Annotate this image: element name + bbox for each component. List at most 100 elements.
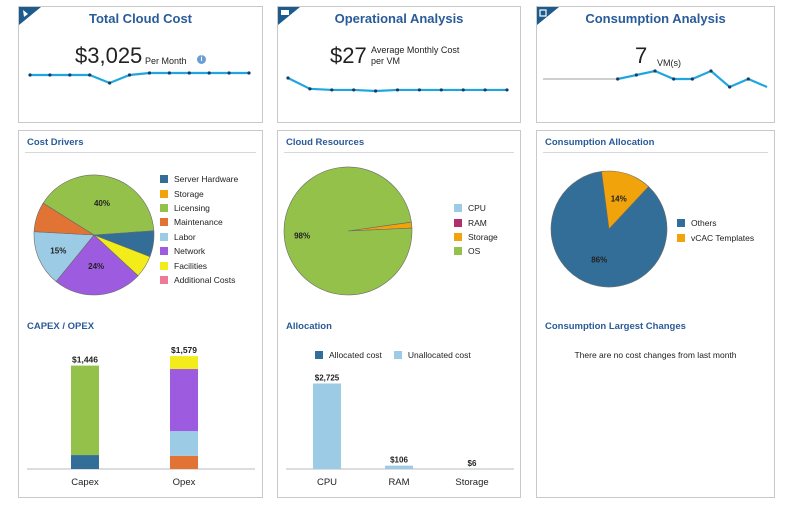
pie-label: 24% [88, 262, 104, 271]
info-icon[interactable]: i [197, 55, 206, 64]
sparkline-point[interactable] [374, 89, 378, 93]
sparkline-point[interactable] [672, 77, 676, 81]
legend-item[interactable]: Licensing [160, 201, 238, 215]
category-label: RAM [388, 477, 409, 488]
consumption-sparkline [543, 69, 768, 89]
legend-label: Unallocated cost [407, 350, 471, 361]
pie-slice[interactable] [55, 234, 139, 296]
sparkline-point[interactable] [127, 73, 132, 77]
total-cost-unit: Per Month [145, 56, 187, 66]
sparkline-point[interactable] [505, 88, 509, 92]
pie-slice[interactable] [601, 170, 649, 230]
legend-label: Maintenance [174, 217, 223, 228]
sparkline-point[interactable] [483, 88, 487, 92]
bar-segment[interactable] [170, 356, 198, 370]
divider [543, 152, 768, 153]
sparkline-point[interactable] [395, 88, 400, 92]
legend-label: Network [174, 246, 206, 257]
legend-label: Labor [174, 231, 196, 242]
divider [284, 152, 514, 153]
bar-total-label: $1,579 [171, 345, 197, 355]
legend-item[interactable]: Storage [160, 186, 238, 200]
sparkline-point[interactable] [746, 77, 750, 81]
panel-title[interactable]: Total Cloud Cost [88, 11, 193, 26]
legend-label: Additional Costs [174, 274, 236, 285]
operational-analysis-panel: Operational Analysis $27 Average Monthly… [277, 6, 521, 123]
legend-item[interactable]: Labor [160, 230, 238, 244]
sparkline-point[interactable] [616, 77, 620, 81]
consumption-allocation-legend: Others vCAC Templates [677, 216, 754, 245]
pie-slice[interactable] [33, 202, 95, 236]
pie-label: 40% [94, 199, 110, 208]
bar-segment[interactable] [71, 455, 99, 469]
panel-title[interactable]: Operational Analysis [334, 11, 464, 26]
operational-sparkline [286, 76, 509, 93]
sparkline-point[interactable] [352, 88, 356, 92]
legend-item[interactable]: RAM [454, 215, 498, 229]
bar-segment[interactable] [170, 455, 198, 469]
legend-swatch [160, 232, 168, 241]
sparkline-point[interactable] [461, 88, 465, 92]
pie-slice[interactable] [283, 166, 413, 296]
sparkline-point[interactable] [227, 71, 231, 75]
legend-label: Storage [468, 231, 498, 242]
legend-item[interactable]: Additional Costs [160, 273, 238, 287]
sparkline-point[interactable] [167, 71, 171, 75]
bar-total-label: $1,446 [72, 355, 98, 365]
bar-segment[interactable] [170, 431, 198, 456]
legend-swatch [160, 261, 168, 270]
legend-item[interactable]: Unallocated cost [393, 348, 471, 362]
legend-item[interactable]: Others [677, 216, 754, 230]
sparkline-point[interactable] [439, 88, 443, 92]
sparkline-point[interactable] [330, 88, 334, 92]
sparkline-point[interactable] [728, 85, 732, 89]
legend-label: CPU [468, 203, 486, 214]
sparkline-point[interactable] [88, 73, 92, 77]
legend-item[interactable]: CPU [454, 201, 498, 215]
sparkline-point[interactable] [28, 73, 32, 77]
bar-segment[interactable] [170, 369, 198, 432]
legend-label: Storage [174, 188, 204, 199]
sparkline-point[interactable] [207, 71, 211, 75]
legend-item[interactable]: OS [454, 244, 498, 258]
legend-item[interactable]: Storage [454, 230, 498, 244]
legend-item[interactable]: Facilities [160, 258, 238, 272]
sparkline-point[interactable] [653, 69, 657, 73]
legend-swatch [315, 351, 323, 360]
sparkline-point[interactable] [286, 76, 290, 80]
pie-label: 98% [294, 231, 310, 240]
consumption-allocation-pie: 86% 14% [550, 170, 668, 288]
pie-slice[interactable] [33, 231, 95, 282]
bar-segment[interactable] [71, 365, 99, 456]
legend-item[interactable]: Maintenance [160, 215, 238, 229]
sparkline-point[interactable] [634, 73, 638, 77]
sparkline-point[interactable] [68, 73, 72, 77]
sparkline-point[interactable] [247, 71, 251, 75]
sparkline-point[interactable] [147, 71, 152, 75]
sparkline-point[interactable] [417, 88, 421, 92]
cloud-resources-pie: 98% [283, 166, 413, 296]
sparkline-point[interactable] [187, 71, 191, 75]
category-label: Capex [71, 477, 99, 488]
sparkline-point[interactable] [690, 77, 694, 81]
sparkline-point[interactable] [709, 69, 713, 73]
cost-drivers-pie: 40% 24% 15% [33, 174, 155, 296]
bar[interactable] [313, 383, 341, 469]
pie-label: 15% [50, 247, 66, 256]
legend-swatch [454, 204, 462, 213]
pie-slice[interactable] [42, 174, 155, 236]
section-title-largest-changes: Consumption Largest Changes [545, 321, 686, 332]
legend-item[interactable]: vCAC Templates [677, 230, 754, 244]
legend-label: Facilities [174, 260, 208, 271]
legend-item[interactable]: Network [160, 244, 238, 258]
no-changes-message: There are no cost changes from last mont… [574, 350, 737, 360]
sparkline-point[interactable] [108, 81, 112, 85]
sparkline-point[interactable] [308, 87, 312, 91]
total-cloud-cost-panel: Total Cloud Cost $3,025 Per Month i [18, 6, 263, 123]
panel-title[interactable]: Consumption Analysis [585, 11, 726, 26]
sparkline-point[interactable] [48, 73, 52, 77]
legend-swatch [454, 232, 462, 241]
legend-item[interactable]: Server Hardware [160, 172, 238, 186]
bar[interactable] [385, 465, 413, 469]
legend-item[interactable]: Allocated cost [315, 348, 382, 362]
